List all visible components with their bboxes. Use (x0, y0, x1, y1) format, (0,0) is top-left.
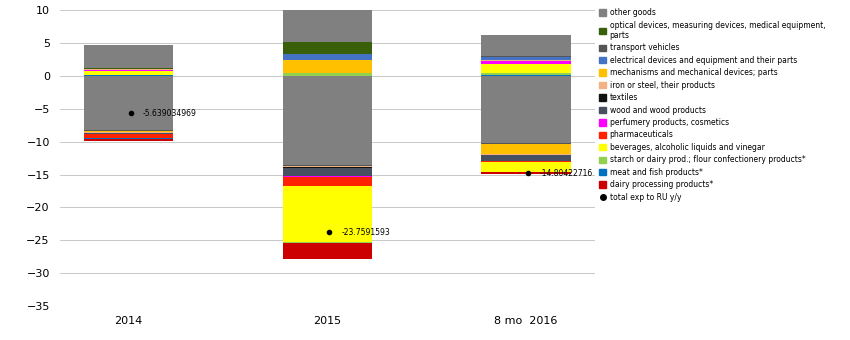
Bar (84, 130, 173, 131)
Bar (481, 73, 570, 75)
Bar (481, 76, 570, 143)
Bar (84, 71, 173, 75)
Bar (282, 243, 372, 259)
Bar (84, 45, 173, 68)
Bar (282, 167, 372, 168)
Bar (84, 139, 173, 141)
Bar (481, 161, 570, 162)
Bar (282, 42, 372, 54)
Bar (282, 73, 372, 76)
Bar (481, 144, 570, 154)
Bar (84, 132, 173, 133)
Bar (282, 76, 372, 165)
Text: -5.639034969: -5.639034969 (143, 108, 196, 118)
Bar (84, 76, 173, 130)
Bar (282, 175, 372, 176)
Bar (481, 162, 570, 172)
Bar (282, 186, 372, 242)
Bar (481, 154, 570, 155)
Bar (282, 168, 372, 175)
Bar (481, 35, 570, 55)
Text: -23.7591593: -23.7591593 (341, 227, 390, 237)
Text: -14.80422716: -14.80422716 (540, 169, 593, 178)
Bar (84, 133, 173, 134)
Bar (282, 165, 372, 166)
Bar (481, 64, 570, 73)
Bar (481, 172, 570, 174)
Bar (481, 56, 570, 61)
Bar (282, 54, 372, 59)
Bar (282, 59, 372, 73)
Legend: other goods, optical devices, measuring devices, medical equipment,
parts, trans: other goods, optical devices, measuring … (598, 8, 825, 202)
Bar (84, 134, 173, 138)
Bar (84, 68, 173, 69)
Bar (481, 55, 570, 56)
Bar (84, 70, 173, 71)
Bar (84, 75, 173, 76)
Bar (282, 7, 372, 42)
Bar (481, 155, 570, 161)
Bar (282, 176, 372, 186)
Bar (481, 62, 570, 64)
